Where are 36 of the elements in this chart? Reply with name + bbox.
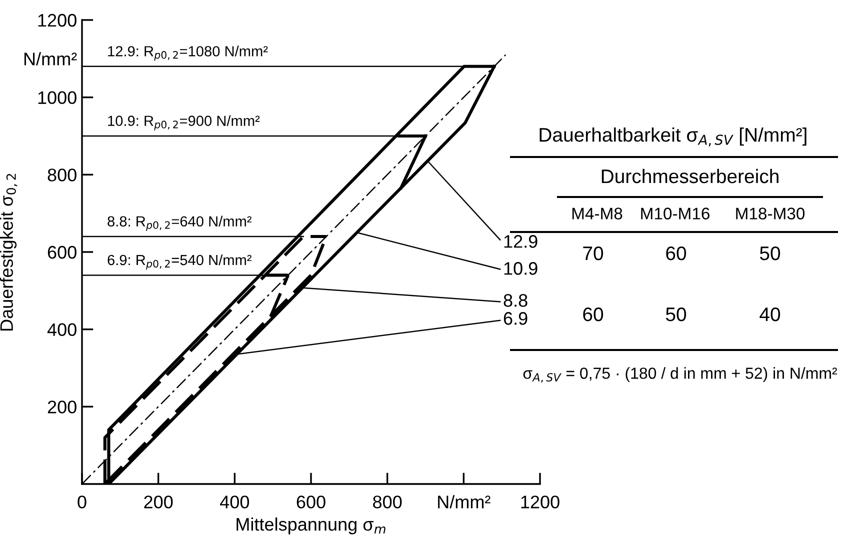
annotation: σ$_{A,SV}$ = 0,75 · (180 / d in mm + 52) in N/mm² (523, 367, 837, 383)
x-axis-title: Mittelspannung σ$_{m}$ (236, 518, 386, 534)
text: 60 (583, 307, 604, 322)
y-tick-label: 1000 (38, 91, 76, 104)
annotation: Dauerhaltbarkeit σ$_{A,SV}$ [N/mm²] (540, 127, 806, 146)
annotation: 6.9: R$_{p0,2}$=540 N/mm² (108, 254, 252, 270)
y-tick-label: N/mm² (24, 52, 77, 66)
text: 70 (583, 246, 604, 260)
x-tick-label: 400 (220, 496, 250, 508)
text: M18-M30 (736, 208, 805, 220)
text: M10-M16 (641, 208, 710, 220)
annotation: 12.9 (504, 235, 538, 248)
y-tick-label: 400 (47, 323, 76, 336)
x-tick-label: 600 (296, 496, 326, 508)
text: 40 (760, 307, 780, 322)
y-tick-label: 800 (48, 168, 76, 182)
text: Durchmesserbereich (602, 168, 778, 184)
text: 50 (666, 307, 686, 322)
text: M4-M8 (572, 208, 622, 220)
annotation: 12.9: R$_{p0,2}$=1080 N/mm² (108, 46, 268, 61)
x-tick-label: 1200 (521, 496, 560, 508)
x-tick-label: N/mm² (438, 495, 490, 508)
x-tick-label: 800 (373, 496, 402, 508)
annotation: 6.9 (504, 312, 528, 325)
x-tick-label: 200 (144, 496, 173, 508)
y-axis-title: Dauerfestigkeit σ$_{0,2}$ (0, 174, 18, 331)
text: 50 (760, 246, 780, 260)
annotation: 10.9: R$_{p0,2}$=900 N/mm² (108, 115, 260, 130)
annotation: 10.9 (504, 262, 538, 275)
annotation: 8.8: R$_{p0,2}$=640 N/mm² (108, 216, 252, 231)
x-tick-label: 0 (78, 496, 86, 508)
annotation: 8.8 (504, 294, 528, 307)
y-tick-label: 600 (48, 246, 76, 259)
y-tick-label: 1200 (38, 14, 76, 27)
text: 60 (666, 246, 686, 260)
y-tick-label: 200 (48, 400, 76, 414)
